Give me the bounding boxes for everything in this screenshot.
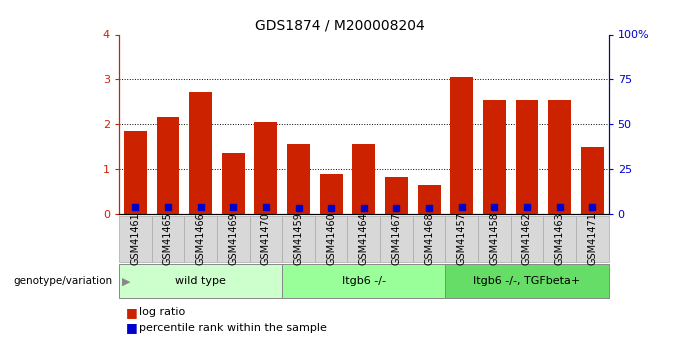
Bar <box>548 100 571 214</box>
Text: ■: ■ <box>126 321 137 334</box>
Bar <box>254 122 277 214</box>
Bar <box>483 100 506 214</box>
Bar <box>189 92 212 214</box>
Text: GSM41471: GSM41471 <box>588 213 597 265</box>
Text: GSM41465: GSM41465 <box>163 213 173 265</box>
Text: Itgb6 -/-, TGFbeta+: Itgb6 -/-, TGFbeta+ <box>473 276 581 286</box>
Text: ▶: ▶ <box>122 276 131 286</box>
Text: GSM41464: GSM41464 <box>359 213 369 265</box>
Bar <box>352 144 375 214</box>
Bar <box>385 177 408 214</box>
Text: GSM41466: GSM41466 <box>196 213 205 265</box>
Text: GSM41470: GSM41470 <box>261 213 271 265</box>
Text: ■: ■ <box>126 306 137 319</box>
Text: genotype/variation: genotype/variation <box>13 276 112 286</box>
Bar <box>156 117 180 214</box>
Text: GSM41460: GSM41460 <box>326 213 336 265</box>
Text: GSM41468: GSM41468 <box>424 213 434 265</box>
Text: GSM41459: GSM41459 <box>294 213 303 265</box>
Text: GSM41462: GSM41462 <box>522 213 532 265</box>
Bar <box>418 185 441 214</box>
Text: GSM41469: GSM41469 <box>228 213 238 265</box>
Bar <box>450 77 473 214</box>
Bar <box>515 100 539 214</box>
Text: wild type: wild type <box>175 276 226 286</box>
Text: Itgb6 -/-: Itgb6 -/- <box>342 276 386 286</box>
Text: GSM41458: GSM41458 <box>490 213 499 265</box>
Text: GSM41457: GSM41457 <box>457 213 466 265</box>
Bar <box>222 153 245 214</box>
Text: GSM41467: GSM41467 <box>392 213 401 265</box>
Text: GSM41463: GSM41463 <box>555 213 564 265</box>
Text: GDS1874 / M200008204: GDS1874 / M200008204 <box>255 19 425 33</box>
Bar <box>124 131 147 214</box>
Bar <box>320 174 343 214</box>
Bar <box>287 144 310 214</box>
Bar <box>581 147 604 214</box>
Text: GSM41461: GSM41461 <box>131 213 140 265</box>
Text: log ratio: log ratio <box>139 307 186 317</box>
Text: percentile rank within the sample: percentile rank within the sample <box>139 323 327 333</box>
